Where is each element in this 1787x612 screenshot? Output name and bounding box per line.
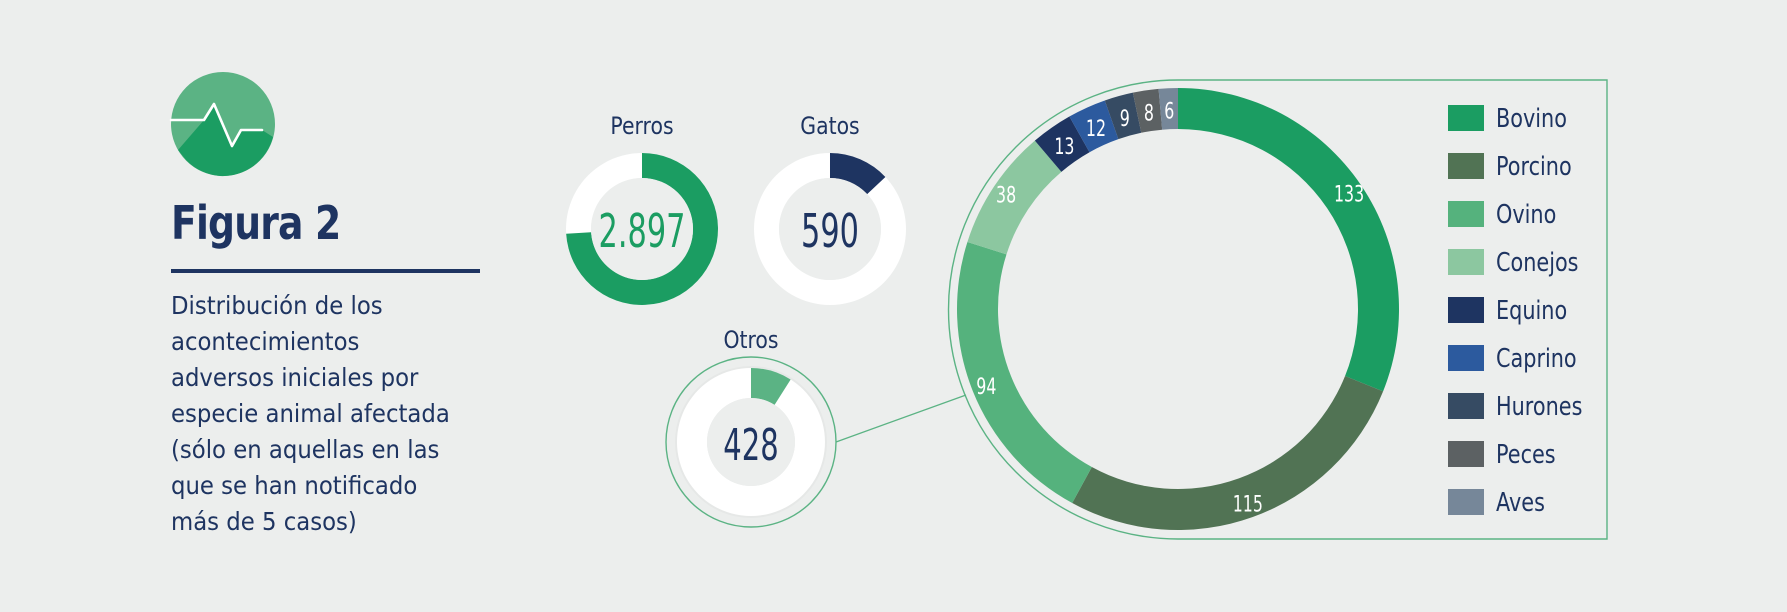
slice-label: 115 bbox=[1233, 491, 1263, 517]
slice-label: 38 bbox=[996, 182, 1016, 208]
donut-title: Perros bbox=[610, 112, 673, 140]
donut-total: 590 bbox=[801, 206, 859, 259]
breakdown-donut: 133 115 94 38 13 12 9 8 6 bbox=[957, 88, 1400, 531]
title-divider bbox=[171, 269, 480, 273]
slice-ovino bbox=[957, 241, 1092, 504]
legend: Bovino Porcino Ovino Conejos Equino Caprino Hu… bbox=[1448, 103, 1582, 518]
slice-conejos bbox=[967, 140, 1062, 255]
donut-perros: Perros 2.897 bbox=[566, 112, 719, 305]
slice-label: 12 bbox=[1086, 116, 1106, 142]
legend-item-bovino: Bovino bbox=[1448, 103, 1567, 134]
legend-item-aves: Aves bbox=[1448, 487, 1545, 518]
donut-total: 428 bbox=[723, 419, 778, 471]
donut-title: Gatos bbox=[800, 112, 859, 140]
slice-caprino bbox=[1069, 100, 1119, 153]
slice-porcino bbox=[1072, 376, 1384, 531]
legend-item-porcino: Porcino bbox=[1448, 151, 1572, 182]
legend-item-conejos: Conejos bbox=[1448, 247, 1579, 278]
legend-label: Equino bbox=[1496, 295, 1567, 326]
donut-total: 2.897 bbox=[599, 206, 686, 259]
donut-fill bbox=[566, 153, 718, 305]
connector-line bbox=[835, 394, 967, 443]
legend-item-equino: Equino bbox=[1448, 295, 1567, 326]
legend-label: Ovino bbox=[1496, 199, 1556, 230]
donut-otros: Otros 428 bbox=[665, 326, 837, 528]
legend-label: Porcino bbox=[1496, 151, 1572, 182]
legend-label: Peces bbox=[1496, 439, 1556, 470]
legend-item-caprino: Caprino bbox=[1448, 343, 1577, 374]
legend-label: Bovino bbox=[1496, 103, 1567, 134]
legend-swatch bbox=[1448, 153, 1484, 179]
description-line: adversos iniciales por bbox=[171, 363, 419, 392]
donut-center bbox=[707, 398, 795, 486]
breakdown-frame bbox=[947, 79, 1608, 540]
legend-item-ovino: Ovino bbox=[1448, 199, 1556, 230]
description-line: más de 5 casos) bbox=[171, 507, 357, 536]
legend-swatch bbox=[1448, 441, 1484, 467]
slice-label: 13 bbox=[1054, 134, 1074, 160]
slice-label: 8 bbox=[1144, 100, 1154, 126]
figure-description: Distribución de los acontecimientos advers… bbox=[171, 288, 469, 540]
legend-swatch bbox=[1448, 393, 1484, 419]
donut-fill bbox=[751, 368, 791, 405]
slice-peces bbox=[1132, 88, 1163, 133]
slice-aves bbox=[1158, 88, 1178, 130]
slice-equino bbox=[1034, 116, 1090, 172]
legend-label: Caprino bbox=[1496, 343, 1577, 374]
slice-hurones bbox=[1104, 92, 1142, 140]
donut-gatos: Gatos 590 bbox=[754, 112, 907, 305]
legend-swatch bbox=[1448, 297, 1484, 323]
donut-track bbox=[676, 368, 825, 516]
description-line: Distribución de los bbox=[171, 291, 383, 320]
donut-fill bbox=[830, 153, 886, 195]
legend-swatch bbox=[1448, 201, 1484, 227]
legend-label: Conejos bbox=[1496, 247, 1579, 278]
legend-swatch bbox=[1448, 489, 1484, 515]
description-line: que se han notificado bbox=[171, 471, 418, 500]
slice-label: 94 bbox=[976, 373, 996, 399]
figure-title: Figura 2 bbox=[171, 196, 341, 250]
description-line: especie animal afectada bbox=[171, 399, 450, 428]
legend-item-hurones: Hurones bbox=[1448, 391, 1582, 422]
slice-label: 133 bbox=[1334, 181, 1364, 207]
donut-center bbox=[779, 178, 881, 280]
legend-swatch bbox=[1448, 345, 1484, 371]
donut-center bbox=[591, 178, 693, 280]
legend-swatch bbox=[1448, 105, 1484, 131]
description-line: acontecimientos bbox=[171, 327, 360, 356]
slice-bovino bbox=[1178, 88, 1400, 392]
legend-swatch bbox=[1448, 249, 1484, 275]
legend-item-peces: Peces bbox=[1448, 439, 1556, 470]
legend-label: Aves bbox=[1496, 487, 1545, 518]
description-line: (sólo en aquellas en las bbox=[171, 435, 440, 464]
donut-title: Otros bbox=[723, 326, 778, 354]
legend-label: Hurones bbox=[1496, 391, 1582, 422]
slice-label: 9 bbox=[1120, 105, 1130, 131]
slice-label: 6 bbox=[1164, 98, 1174, 124]
